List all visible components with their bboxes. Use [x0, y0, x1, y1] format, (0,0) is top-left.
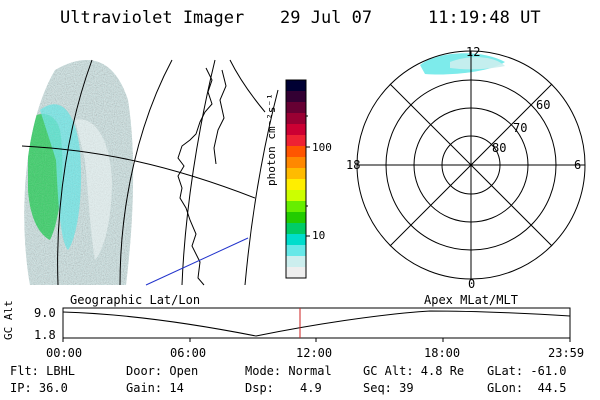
colorbar-band [286, 267, 306, 279]
colorbar-band [286, 102, 306, 114]
info-mode: Mode: Normal [245, 364, 332, 378]
info-flt: Flt: LBHL [10, 364, 76, 378]
colorbar-band [286, 91, 306, 103]
colorbar-tick-10: 10 [312, 229, 326, 242]
x-tick-0000: 00:00 [46, 346, 83, 360]
x-tick-1200: 12:00 [296, 346, 333, 360]
colorbar-band [286, 201, 306, 213]
info-seq: Seq: 39 [363, 381, 414, 395]
colorbar-band [286, 190, 306, 202]
date-label: 29 Jul 07 [280, 8, 373, 28]
colorbar-band [286, 146, 306, 158]
colorbar-band [286, 157, 306, 169]
colorbar-band [286, 135, 306, 147]
colorbar-band [286, 245, 306, 257]
colorbar-band [286, 80, 306, 92]
info-dsp-value: 4.9 [300, 381, 322, 395]
mlt-label-18: 18 [346, 158, 360, 172]
info-glat: GLat: -61.0 [487, 364, 567, 378]
timeline-y-label: GC Alt [2, 300, 15, 340]
lat-label-70: 70 [513, 121, 527, 135]
time-label: 11:19:48 UT [428, 8, 541, 28]
colorbar-band [286, 234, 306, 246]
mlt-label-12: 12 [466, 45, 480, 59]
colorbar-band [286, 124, 306, 136]
info-gcalt: GC Alt: 4.8 Re [363, 364, 465, 378]
altitude-timeline: GC Alt [2, 300, 571, 342]
colorbar-band [286, 168, 306, 180]
timeline-left-title: Geographic Lat/Lon [70, 293, 201, 307]
x-tick-0600: 06:00 [170, 346, 207, 360]
colorbar: photon cm⁻²s⁻¹ [265, 79, 310, 279]
info-ip: IP: 36.0 [10, 381, 68, 395]
x-tick-1800: 18:00 [424, 346, 461, 360]
info-glon: GLon: 44.5 [487, 381, 567, 395]
colorbar-band [286, 179, 306, 191]
timeline-y-top: 9.0 [34, 306, 56, 320]
colorbar-band [286, 212, 306, 224]
timeline-y-bottom: 1.8 [34, 328, 56, 342]
x-tick-2359: 23:59 [548, 346, 585, 360]
info-dsp-label: Dsp: [245, 381, 274, 395]
colorbar-band [286, 113, 306, 125]
colorbar-unit: photon cm⁻²s⁻¹ [265, 93, 278, 186]
colorbar-band [286, 256, 306, 268]
lat-label-80: 80 [492, 141, 506, 155]
polar-plot: 12 18 6 0 60 70 80 [346, 45, 586, 291]
mlt-label-0: 0 [468, 277, 475, 291]
mlt-label-6: 6 [574, 158, 581, 172]
colorbar-band [286, 223, 306, 235]
colorbar-tick-100: 100 [312, 141, 332, 154]
timeline-right-title: Apex MLat/MLT [424, 293, 518, 307]
info-gain: Gain: 14 [126, 381, 184, 395]
lat-label-60: 60 [536, 98, 550, 112]
instrument-title: Ultraviolet Imager [60, 8, 245, 28]
info-door: Door: Open [126, 364, 199, 378]
colorbar-gradient [286, 80, 306, 279]
geographic-map [21, 59, 279, 286]
